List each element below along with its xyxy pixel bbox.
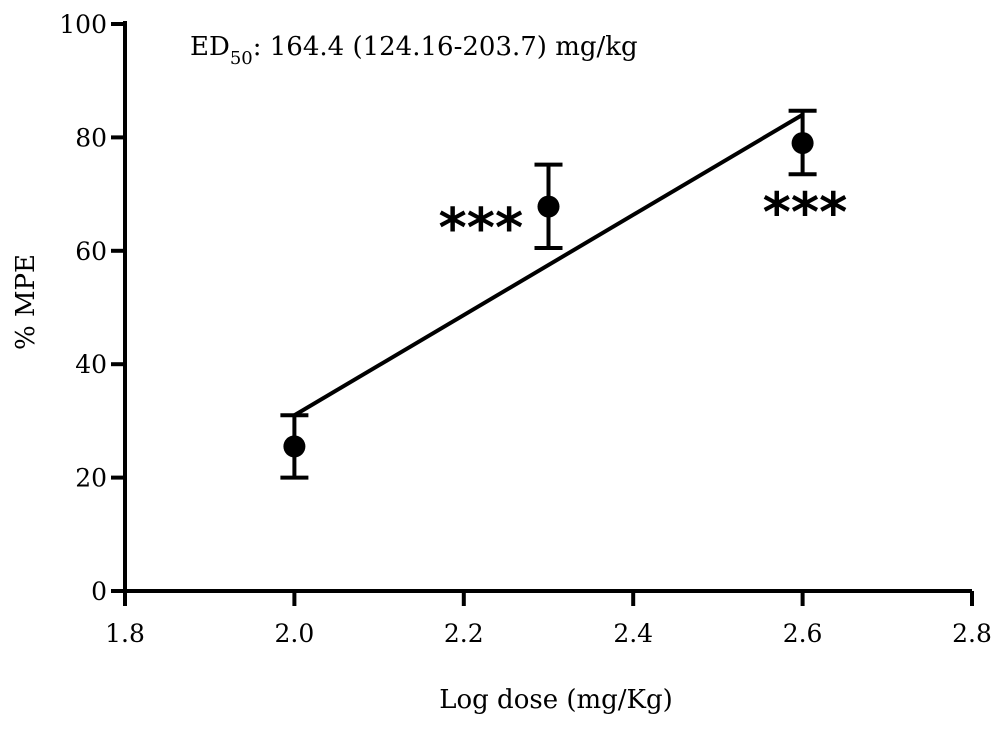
data-point-group [280, 413, 309, 480]
labels: ED50: 164.4 (124.16-203.7) mg/kg Log dos… [11, 32, 673, 715]
ed50-prefix: ED [190, 32, 230, 62]
data-point-group: *** [439, 162, 563, 260]
x-axis-title: Log dose (mg/Kg) [439, 685, 673, 715]
y-tick-label: 20 [75, 464, 107, 493]
y-axis-title: % MPE [11, 254, 41, 350]
fit-line-group [293, 112, 804, 417]
x-tick-label: 2.8 [952, 619, 992, 648]
significance-label: *** [439, 197, 524, 260]
ed50-annotation: ED50: 164.4 (124.16-203.7) mg/kg [190, 32, 638, 69]
ed50-text: : 164.4 (124.16-203.7) mg/kg [253, 32, 638, 62]
x-tick-label: 2.2 [444, 619, 484, 648]
ed50-subscript: 50 [230, 48, 253, 69]
data-point [283, 435, 306, 458]
y-tick-label: 60 [75, 237, 107, 266]
y-tick-label: 100 [59, 10, 107, 39]
data-points: *** *** [280, 108, 848, 480]
y-tick-label: 40 [75, 350, 107, 379]
y-tick-label: 80 [75, 123, 107, 152]
regression-line [293, 112, 804, 417]
data-point [791, 132, 814, 155]
data-point [537, 195, 560, 218]
y-tick-label: 0 [91, 577, 107, 606]
data-point-group: *** [763, 108, 848, 244]
axes: 0 20 40 60 80 100 1.8 2.0 2.2 2.4 2.6 2.8 [59, 10, 992, 648]
significance-label: *** [763, 181, 848, 244]
x-tick-label: 2.0 [275, 619, 315, 648]
x-tick-label: 2.6 [783, 619, 823, 648]
x-tick-label: 1.8 [105, 619, 145, 648]
x-tick-label: 2.4 [613, 619, 653, 648]
